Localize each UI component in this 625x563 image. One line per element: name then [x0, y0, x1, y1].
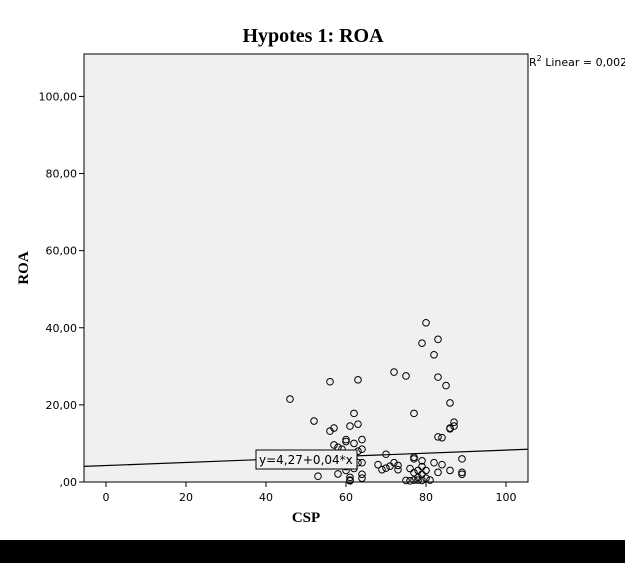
y-tick-label: 20,00	[46, 399, 78, 412]
data-point	[430, 350, 438, 359]
x-tick-label: 80	[419, 491, 433, 504]
data-point	[394, 465, 402, 474]
scatter-chart: Hypotes 1: ROA ,00 20,00 40,00 60,00 80,00 10…	[16, 25, 625, 526]
data-point	[310, 417, 318, 425]
data-point	[434, 335, 442, 344]
data-point	[390, 458, 398, 467]
plot-area	[83, 53, 529, 483]
data-point	[410, 409, 418, 418]
y-tick-label: 40,00	[46, 322, 78, 335]
data-point	[450, 422, 458, 430]
data-point	[438, 460, 446, 469]
data-point	[314, 472, 322, 481]
x-tick-label: 0	[103, 491, 110, 504]
y-axis-title: ROA	[16, 251, 32, 285]
data-point	[422, 318, 430, 327]
x-tick-label: 100	[496, 491, 517, 504]
data-point	[406, 464, 414, 473]
data-point	[334, 470, 342, 478]
y-axis: ,00 20,00 40,00 60,00 80,00 100,00	[39, 90, 84, 489]
data-point	[390, 368, 398, 376]
data-point	[434, 433, 442, 441]
data-point	[406, 477, 414, 485]
data-point	[438, 433, 446, 442]
data-point	[410, 468, 418, 477]
data-point	[342, 437, 350, 446]
data-point	[458, 470, 466, 479]
r2-prefix: R	[529, 56, 537, 69]
data-point	[446, 424, 454, 433]
data-point	[350, 409, 358, 418]
data-point	[458, 455, 466, 463]
data-point	[446, 399, 454, 407]
data-point	[358, 445, 366, 454]
data-point	[382, 450, 390, 459]
data-point	[402, 372, 410, 380]
x-tick-label: 20	[179, 491, 193, 504]
data-point	[430, 458, 438, 467]
data-points	[286, 318, 466, 485]
data-point	[382, 464, 390, 472]
data-point	[330, 441, 338, 449]
data-point	[434, 468, 442, 477]
chart-title: Hypotes 1: ROA	[242, 25, 384, 47]
data-point	[418, 456, 426, 465]
data-point	[450, 418, 458, 427]
bottom-bar	[0, 540, 625, 563]
data-point	[286, 395, 294, 403]
data-point	[346, 473, 354, 482]
data-point	[346, 422, 354, 430]
data-point	[434, 373, 442, 381]
data-point	[330, 424, 338, 432]
data-point	[350, 439, 358, 448]
data-point	[402, 476, 410, 485]
data-point	[394, 461, 402, 470]
data-point	[346, 477, 354, 485]
x-axis: 0 20 40 60 80 100	[103, 482, 517, 504]
data-point	[442, 381, 450, 390]
x-axis-title: CSP	[292, 510, 320, 526]
data-point	[354, 376, 362, 384]
data-point	[326, 377, 334, 386]
data-point	[446, 466, 454, 475]
data-point	[418, 462, 426, 471]
data-point	[422, 466, 430, 475]
r2-note: R2 Linear = 0,002	[529, 54, 625, 69]
data-point	[418, 339, 426, 347]
data-point	[378, 465, 386, 474]
data-point	[410, 476, 418, 484]
y-tick-label: 80,00	[46, 168, 78, 181]
data-point	[414, 476, 422, 484]
data-point	[358, 435, 366, 444]
data-point	[358, 470, 366, 479]
x-tick-label: 60	[339, 491, 353, 504]
data-point	[410, 455, 418, 463]
fit-equation-label: y=4,27+0,04*x	[259, 453, 353, 467]
data-point	[422, 474, 430, 482]
y-tick-label: ,00	[60, 476, 78, 489]
data-point	[426, 476, 434, 484]
equation-label-group: y=4,27+0,04*x	[255, 449, 358, 470]
y-tick-label: 60,00	[46, 245, 78, 258]
data-point	[354, 420, 362, 428]
y-tick-label: 100,00	[39, 90, 78, 103]
data-point	[374, 460, 382, 469]
data-point	[418, 476, 426, 485]
data-point	[358, 474, 366, 482]
data-point	[358, 458, 366, 467]
equation-box	[255, 449, 358, 470]
data-point	[342, 435, 350, 444]
x-tick-label: 40	[259, 491, 273, 504]
r2-superscript: 2	[537, 54, 542, 63]
r2-label: Linear = 0,002	[542, 56, 625, 69]
data-point	[458, 468, 466, 477]
